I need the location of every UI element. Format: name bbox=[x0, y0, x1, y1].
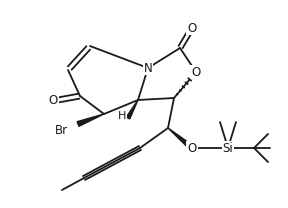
Text: Br: Br bbox=[55, 124, 68, 136]
Text: N: N bbox=[144, 62, 152, 74]
Polygon shape bbox=[168, 128, 194, 150]
Text: O: O bbox=[187, 141, 197, 155]
Text: H: H bbox=[118, 111, 126, 121]
Text: O: O bbox=[49, 94, 58, 106]
Text: O: O bbox=[187, 21, 197, 35]
Text: Si: Si bbox=[223, 141, 233, 155]
Polygon shape bbox=[126, 100, 138, 119]
Text: O: O bbox=[191, 66, 201, 78]
Polygon shape bbox=[77, 114, 104, 126]
